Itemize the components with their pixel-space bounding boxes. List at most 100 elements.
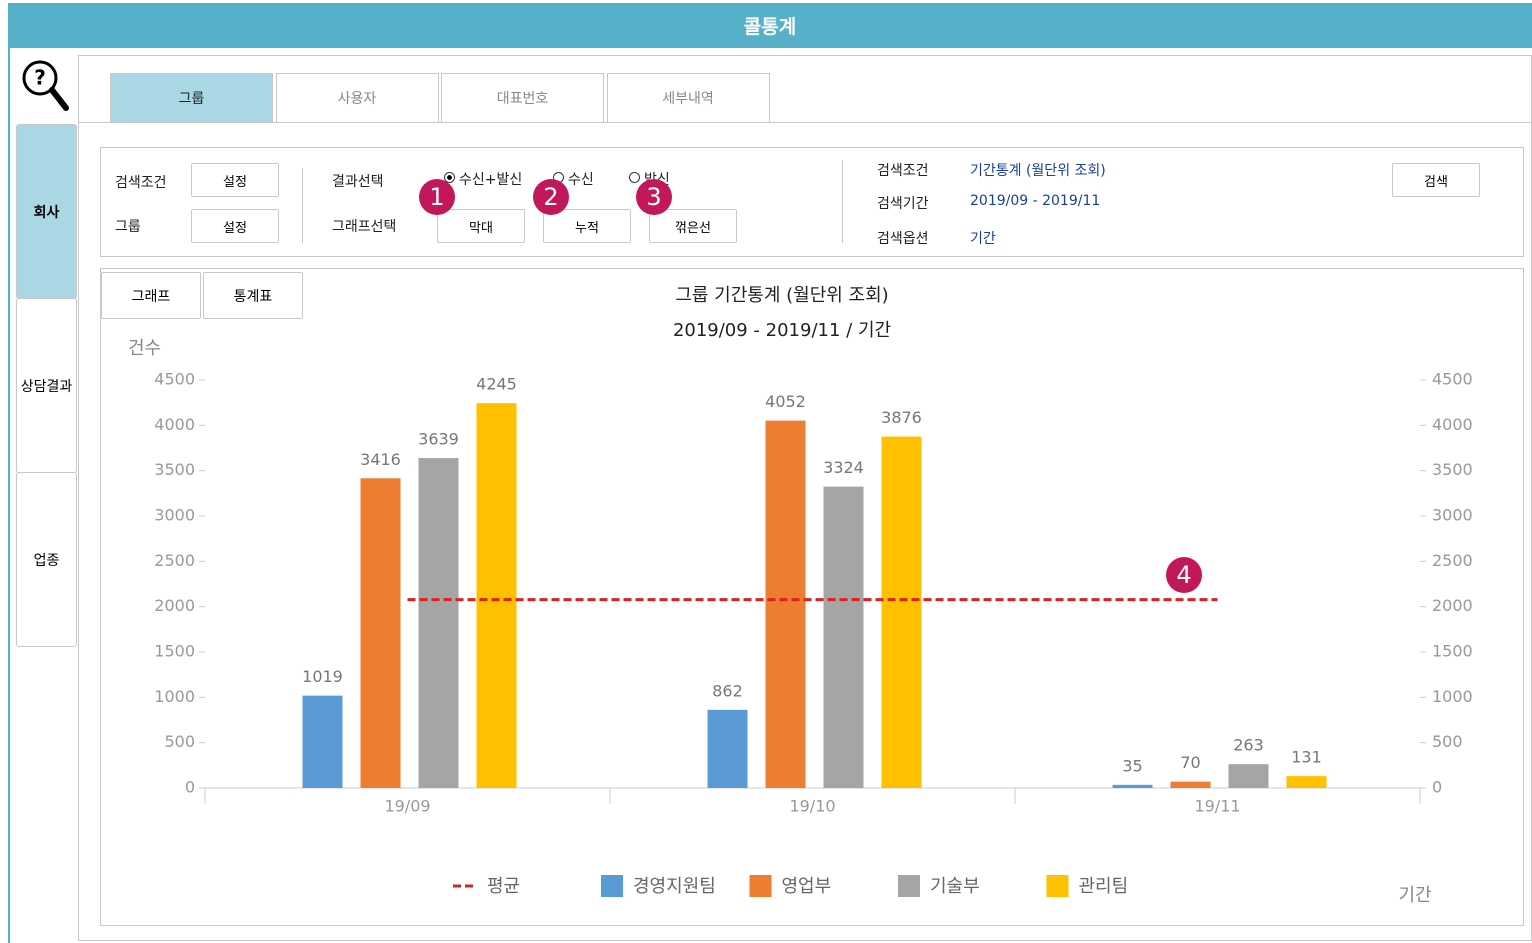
- data-label: 3324: [823, 458, 864, 477]
- y2-tick-label: 4500: [1432, 370, 1473, 389]
- info-label: 검색조건: [877, 163, 929, 179]
- legend-swatch: [601, 875, 623, 897]
- info-label: 검색옵션: [877, 231, 929, 247]
- x-axis-label: 기간: [1398, 885, 1431, 906]
- info-value: 2019/09 - 2019/11: [970, 193, 1101, 209]
- x-tick-label: 19/10: [789, 797, 835, 816]
- tab-line: [78, 122, 1532, 123]
- y-tick-label: 1500: [154, 642, 195, 661]
- radio[interactable]: [444, 172, 455, 183]
- search-panel: [100, 147, 1524, 257]
- view-tab[interactable]: 그래프: [101, 272, 201, 319]
- bar: [302, 695, 343, 788]
- info-value: 기간통계 (월단위 조회): [970, 163, 1106, 179]
- bar: [707, 709, 748, 788]
- data-label: 4052: [765, 392, 806, 411]
- button[interactable]: 설정: [191, 163, 279, 197]
- data-label: 131: [1291, 748, 1322, 767]
- y-tick-label: 2500: [154, 551, 195, 570]
- marker: 2: [533, 179, 569, 215]
- side-tab[interactable]: 상담결과: [16, 298, 77, 473]
- data-label: 1019: [302, 667, 343, 686]
- y2-tick-label: 2500: [1432, 551, 1473, 570]
- y-tick-label: 4500: [154, 370, 195, 389]
- y-tick-label: 2000: [154, 596, 195, 615]
- button[interactable]: 설정: [191, 209, 279, 243]
- y2-tick-label: 1500: [1432, 642, 1473, 661]
- y2-tick-label: 3500: [1432, 460, 1473, 479]
- legend-label: 경영지원팀: [633, 876, 716, 897]
- y-tick-label: 4000: [154, 415, 195, 434]
- tab[interactable]: 대표번호: [441, 73, 604, 123]
- legend-swatch: [1046, 875, 1069, 897]
- bar: [476, 403, 517, 788]
- marker: 1: [419, 179, 455, 215]
- divider: [302, 168, 303, 243]
- legend-swatch: [898, 875, 920, 897]
- data-label: 70: [1180, 753, 1200, 772]
- side-tab[interactable]: 회사: [16, 124, 77, 299]
- bar: [881, 436, 922, 788]
- legend-label: 기술부: [930, 876, 980, 897]
- button[interactable]: 막대: [437, 209, 525, 243]
- bar: [360, 478, 401, 788]
- info-value: 기간: [970, 231, 996, 247]
- x-tick-label: 19/11: [1194, 797, 1240, 816]
- y2-tick-label: 1000: [1432, 687, 1473, 706]
- radio[interactable]: [629, 172, 640, 183]
- window-title: 콜통계: [743, 16, 797, 38]
- y-axis-label: 건수: [128, 338, 161, 359]
- data-label: 4245: [476, 375, 517, 394]
- tab[interactable]: 사용자: [275, 73, 439, 123]
- chart-panel: [100, 268, 1524, 926]
- bar: [765, 420, 806, 788]
- view-tab[interactable]: 통계표: [203, 272, 303, 319]
- side-tab[interactable]: 업종: [16, 472, 77, 647]
- data-label: 263: [1233, 736, 1264, 755]
- label: 검색조건: [115, 175, 167, 191]
- data-label: 35: [1122, 756, 1142, 775]
- search-button[interactable]: 검색: [1392, 163, 1480, 197]
- label: 그룹: [115, 219, 141, 235]
- y-tick-label: 1000: [154, 687, 195, 706]
- chart-subtitle: 2019/09 - 2019/11 / 기간: [673, 320, 891, 341]
- data-label: 862: [712, 681, 743, 700]
- window-frame: [8, 48, 10, 943]
- bar: [1170, 781, 1211, 788]
- tab[interactable]: 세부내역: [606, 73, 770, 123]
- y-tick-label: 3000: [154, 506, 195, 525]
- y2-tick-label: 4000: [1432, 415, 1473, 434]
- chart: 그룹 기간통계 (월단위 조회) 2019/09 - 2019/11 / 기간건수…: [128, 285, 1473, 906]
- chart-title: 그룹 기간통계 (월단위 조회): [675, 285, 888, 306]
- radio-label: 수신+발신: [459, 172, 523, 188]
- bar: [1112, 784, 1153, 788]
- legend-label: 영업부: [782, 876, 832, 897]
- divider: [842, 160, 843, 243]
- legend-label: 평균: [487, 876, 520, 897]
- tab[interactable]: 그룹: [110, 73, 273, 123]
- marker: 3: [636, 179, 672, 215]
- data-label: 3639: [418, 430, 459, 449]
- y2-tick-label: 3000: [1432, 506, 1473, 525]
- info-label: 검색기간: [877, 196, 929, 212]
- data-label: 3876: [881, 408, 922, 427]
- legend-swatch: [749, 875, 772, 897]
- radio-label: 수신: [568, 172, 594, 188]
- data-label: 3416: [360, 450, 401, 469]
- y-tick-label: 0: [185, 778, 195, 797]
- label: 결과선택: [332, 174, 384, 190]
- bar: [418, 458, 459, 788]
- y2-tick-label: 0: [1432, 778, 1442, 797]
- help-icon[interactable]: ?: [20, 58, 76, 118]
- x-tick-label: 19/09: [384, 797, 430, 816]
- button[interactable]: 누적: [543, 209, 631, 243]
- label: 그래프선택: [332, 219, 397, 235]
- title-bar: 콜통계: [8, 3, 1532, 48]
- svg-text:?: ?: [34, 66, 46, 90]
- bar: [1228, 764, 1269, 788]
- marker: 4: [1166, 557, 1202, 593]
- bar: [1286, 776, 1327, 788]
- button[interactable]: 꺾은선: [649, 209, 737, 243]
- y2-tick-label: 500: [1432, 732, 1463, 751]
